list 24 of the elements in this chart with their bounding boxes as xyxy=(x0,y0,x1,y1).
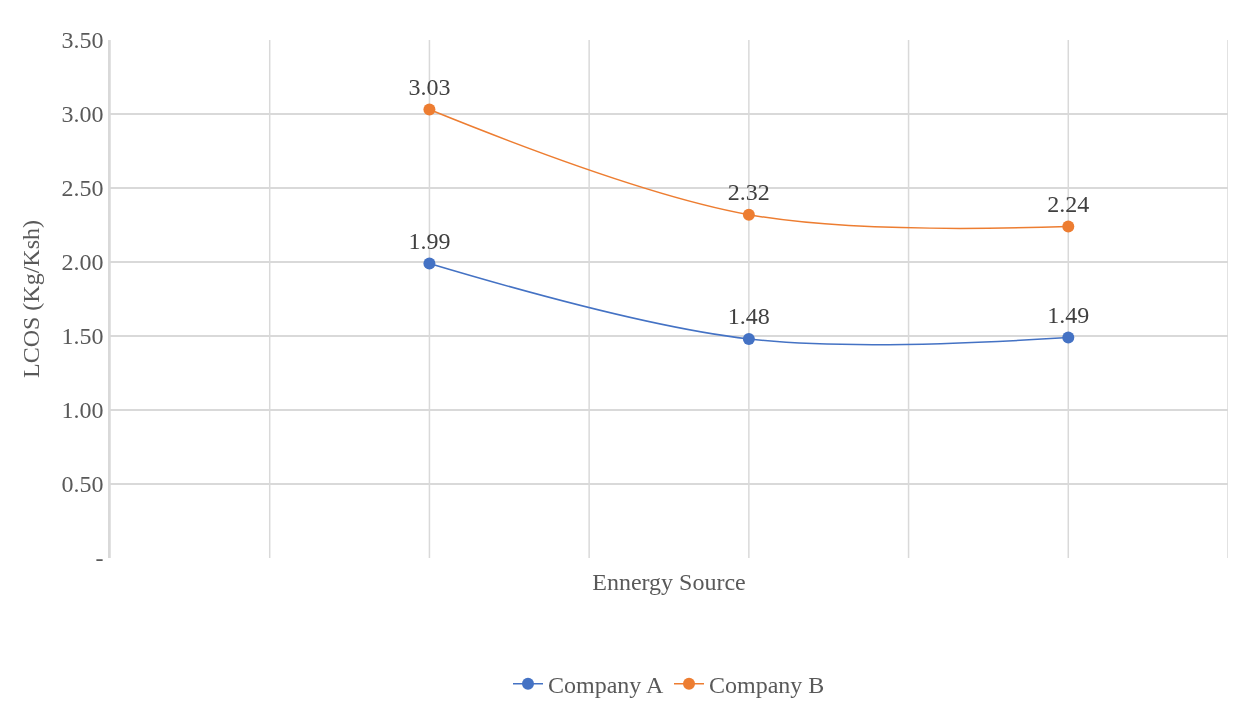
y-tick-label: 2.00 xyxy=(61,249,104,276)
data-label: 1.99 xyxy=(408,227,451,254)
point xyxy=(1062,220,1075,233)
y-tick-label: 3.50 xyxy=(61,27,104,54)
y-tick-label: 0.50 xyxy=(61,471,104,498)
point xyxy=(423,103,436,116)
point xyxy=(742,208,755,221)
point xyxy=(423,257,436,270)
data-label: 1.49 xyxy=(1047,301,1090,328)
y-axis-title: LCOS (Kg/Ksh) xyxy=(18,219,45,379)
legend-label: Company B xyxy=(709,672,825,699)
y-tick-label: 2.50 xyxy=(61,175,104,202)
point xyxy=(1062,331,1075,344)
data-label: 2.32 xyxy=(727,179,770,206)
data-label: 1.48 xyxy=(727,303,770,330)
y-tick-label: - xyxy=(95,545,104,572)
y-tick-label: 1.00 xyxy=(61,397,104,424)
x-axis-title: Ennergy Source xyxy=(592,569,746,596)
data-label: 2.24 xyxy=(1047,190,1090,217)
data-label: 3.03 xyxy=(408,74,451,101)
legend-label: Company A xyxy=(548,672,664,699)
y-tick-label: 3.00 xyxy=(61,101,104,128)
y-tick-label: 1.50 xyxy=(61,323,104,350)
point xyxy=(742,332,755,345)
